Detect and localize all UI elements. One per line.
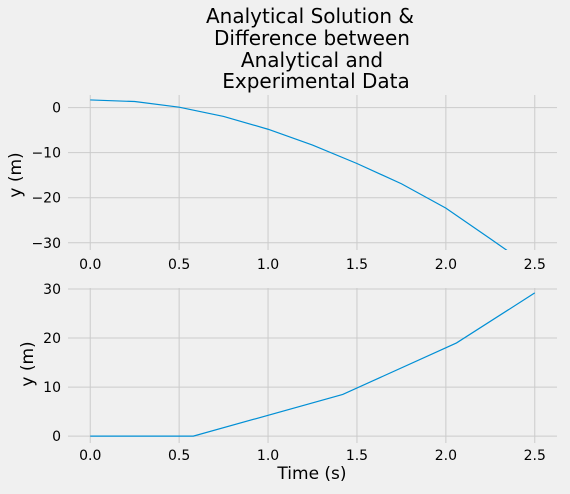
top-y-tick-label: −10 (31, 146, 61, 162)
top-y-ticks: 0 −10 −20 −30 (31, 101, 61, 252)
bottom-x-tick-label: 2.5 (524, 448, 546, 464)
bottom-x-ticks: 0.0 0.5 1.0 1.5 2.0 2.5 (79, 448, 546, 464)
top-chart-title: Analytical Solution & Difference between… (206, 4, 414, 93)
bottom-y-tick-label: 0 (52, 429, 61, 445)
bottom-y-tick-label: 30 (43, 282, 61, 298)
bottom-y-tick-label: 20 (43, 331, 61, 347)
title-line-3: Analytical and (241, 48, 383, 72)
top-x-tick-label: 0.5 (168, 257, 190, 273)
top-x-tick-label: 2.5 (524, 257, 546, 273)
top-x-tick-label: 1.0 (257, 257, 279, 273)
top-y-axis-label: y (m) (6, 152, 26, 197)
top-y-tick-label: 0 (52, 101, 61, 117)
bottom-x-tick-label: 0.0 (79, 448, 101, 464)
title-line-4: Experimental Data (222, 69, 409, 93)
bottom-x-tick-label: 1.0 (257, 448, 279, 464)
title-line-2: Difference between (214, 26, 410, 50)
bottom-axes: 0.0 0.5 1.0 1.5 2.0 2.5 0 10 20 30 y (m) Time (s… (18, 282, 557, 484)
bottom-y-axis-label: y (m) (18, 341, 38, 386)
top-series-group (90, 99, 508, 250)
top-x-ticks: 0.0 0.5 1.0 1.5 2.0 2.5 (79, 257, 546, 273)
bottom-x-tick-label: 0.5 (168, 448, 190, 464)
bottom-y-ticks: 0 10 20 30 (43, 282, 61, 445)
top-axes: 0.0 0.5 1.0 1.5 2.0 2.5 0 −10 −20 −30 y (m) Anal… (6, 4, 557, 273)
top-grid (68, 95, 557, 250)
bottom-series-group (90, 292, 536, 437)
top-y-tick-label: −30 (31, 236, 61, 252)
bottom-y-tick-label: 10 (43, 380, 61, 396)
top-x-tick-label: 2.0 (435, 257, 457, 273)
bottom-x-tick-label: 1.5 (346, 448, 368, 464)
top-x-tick-label: 0.0 (79, 257, 101, 273)
top-series-line (90, 99, 508, 250)
bottom-series-line (90, 292, 536, 437)
bottom-x-axis-label: Time (s) (276, 464, 346, 484)
top-x-tick-label: 1.5 (346, 257, 368, 273)
bottom-x-tick-label: 2.0 (435, 448, 457, 464)
title-line-1: Analytical Solution & (206, 4, 414, 28)
top-y-tick-label: −20 (31, 191, 61, 207)
bottom-grid (68, 288, 557, 443)
